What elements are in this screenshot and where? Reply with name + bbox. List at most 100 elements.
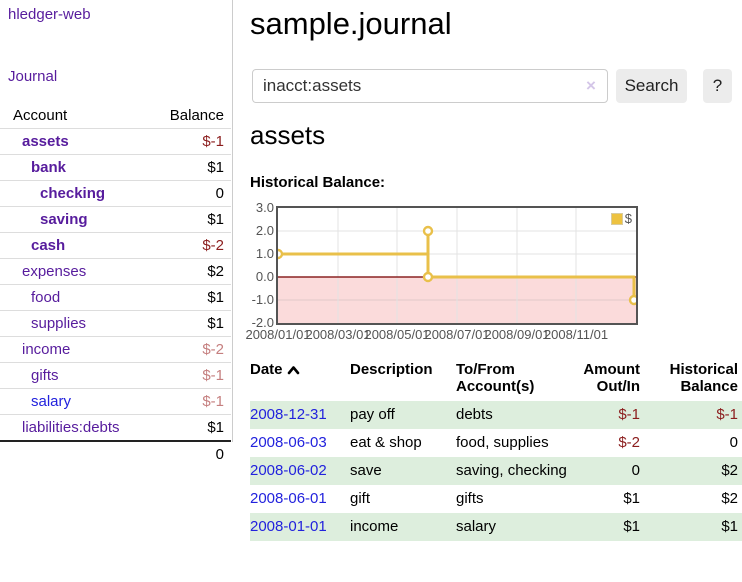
legend-label: $ bbox=[624, 211, 632, 226]
account-total-row: 0 bbox=[0, 440, 231, 467]
account-link-bank[interactable]: bank bbox=[31, 159, 67, 176]
account-column-header: Account bbox=[0, 103, 153, 129]
historical-balance-chart: 3.0 2.0 1.0 0.0 -1.0 -2.0 bbox=[245, 200, 742, 343]
transaction-row: 2008-06-03 eat & shop food, supplies $-2… bbox=[250, 429, 742, 457]
clear-search-icon[interactable]: × bbox=[586, 76, 596, 95]
search-button[interactable]: Search bbox=[616, 69, 687, 103]
transaction-balance: $2 bbox=[721, 462, 738, 479]
sidebar: hledger-web Journal Account Balance asse… bbox=[0, 0, 233, 467]
balance-series-line bbox=[278, 229, 636, 300]
transaction-date-link[interactable]: 2008-01-01 bbox=[250, 518, 327, 535]
account-link-cash[interactable]: cash bbox=[31, 237, 66, 254]
page-title: sample.journal bbox=[250, 6, 452, 41]
account-balance: $2 bbox=[152, 258, 231, 285]
transaction-description: pay off bbox=[350, 406, 395, 423]
transaction-amount: $1 bbox=[623, 518, 640, 535]
account-balance: $-1 bbox=[152, 128, 231, 155]
transaction-row: 2008-06-02 save saving, checking 0 $2 bbox=[250, 457, 742, 485]
transaction-balance: $2 bbox=[721, 490, 738, 507]
y-tick-label: 0.0 bbox=[255, 269, 274, 284]
transaction-amount: 0 bbox=[631, 462, 640, 479]
amount-column-header: Amount Out/In bbox=[583, 361, 640, 395]
transaction-date-link[interactable]: 2008-12-31 bbox=[250, 406, 327, 423]
y-tick-label: -1.0 bbox=[251, 292, 274, 307]
account-link-assets[interactable]: assets bbox=[22, 133, 69, 150]
chevron-up-icon bbox=[287, 362, 300, 379]
account-balance: $1 bbox=[152, 310, 231, 337]
account-row: checking 0 bbox=[0, 180, 231, 207]
account-balance: $-1 bbox=[152, 362, 231, 389]
transaction-accounts: gifts bbox=[456, 490, 484, 507]
transaction-amount: $-2 bbox=[618, 434, 640, 451]
date-column-header[interactable]: Date bbox=[250, 356, 350, 401]
account-balance: $1 bbox=[152, 414, 231, 442]
transaction-accounts: saving, checking bbox=[456, 462, 567, 479]
account-row: cash $-2 bbox=[0, 232, 231, 259]
account-balance: 0 bbox=[152, 180, 231, 207]
x-tick-label: 2008/11/01 bbox=[543, 327, 609, 342]
balance-column-header: Balance bbox=[152, 103, 231, 129]
transaction-description: eat & shop bbox=[350, 434, 422, 451]
main-content: sample.journal × Search ? assets Histori… bbox=[245, 0, 742, 582]
chart-plot-area: $ bbox=[272, 206, 640, 325]
y-tick-label: 2.0 bbox=[255, 223, 274, 238]
account-row: food $1 bbox=[0, 284, 231, 311]
account-table-header: Account Balance bbox=[0, 103, 231, 129]
account-link-liabilities-debts[interactable]: liabilities:debts bbox=[22, 419, 120, 436]
transaction-row: 2008-06-01 gift gifts $1 $2 bbox=[250, 485, 742, 513]
x-tick-label: 2008/07/01 bbox=[424, 327, 490, 342]
legend-swatch-icon bbox=[610, 212, 623, 225]
transaction-amount: $1 bbox=[623, 490, 640, 507]
account-link-saving[interactable]: saving bbox=[40, 211, 88, 228]
account-balance: $1 bbox=[152, 154, 231, 181]
account-link-income[interactable]: income bbox=[22, 341, 71, 358]
account-balance: $1 bbox=[152, 284, 231, 311]
transaction-description: save bbox=[350, 462, 382, 479]
transaction-accounts: food, supplies bbox=[456, 434, 549, 451]
transaction-amount: $-1 bbox=[618, 406, 640, 423]
chart-legend: $ bbox=[610, 211, 632, 226]
y-tick-label: 3.0 bbox=[255, 200, 274, 215]
transaction-balance: 0 bbox=[729, 434, 738, 451]
x-tick-label: 2008/09/01 bbox=[484, 327, 550, 342]
balance-column-header: Historical Balance bbox=[669, 361, 738, 395]
transaction-balance: $1 bbox=[721, 518, 738, 535]
transaction-accounts: salary bbox=[456, 518, 497, 535]
search-input[interactable] bbox=[252, 69, 608, 103]
chart-title: Historical Balance: bbox=[250, 174, 386, 191]
transaction-accounts: debts bbox=[456, 406, 493, 423]
account-row: salary $-1 bbox=[0, 388, 231, 415]
account-row: liabilities:debts $1 bbox=[0, 414, 231, 442]
account-balance: $1 bbox=[152, 206, 231, 233]
x-tick-label: 2008/05/01 bbox=[364, 327, 430, 342]
help-button[interactable]: ? bbox=[703, 69, 732, 103]
account-row: income $-2 bbox=[0, 336, 231, 363]
transaction-row: 2008-12-31 pay off debts $-1 $-1 bbox=[250, 401, 742, 429]
gridlines bbox=[278, 208, 636, 323]
account-link-supplies[interactable]: supplies bbox=[31, 315, 87, 332]
transaction-description: gift bbox=[350, 490, 371, 507]
account-link-gifts[interactable]: gifts bbox=[31, 367, 59, 384]
account-link-food[interactable]: food bbox=[31, 289, 61, 306]
transaction-balance: $-1 bbox=[716, 406, 738, 423]
transaction-date-link[interactable]: 2008-06-03 bbox=[250, 434, 327, 451]
account-link-checking[interactable]: checking bbox=[40, 185, 106, 202]
app-title-link[interactable]: hledger-web bbox=[8, 6, 91, 23]
x-axis-labels: 2008/01/01 2008/03/01 2008/05/01 2008/07… bbox=[245, 327, 676, 343]
sidebar-item-journal[interactable]: Journal bbox=[8, 68, 58, 85]
search-form: × Search ? bbox=[250, 69, 742, 103]
transaction-row: 2008-01-01 income salary $1 $1 bbox=[250, 513, 742, 541]
account-column-header: To/From Account(s) bbox=[456, 361, 535, 395]
account-balance: $-2 bbox=[152, 336, 231, 363]
transaction-date-link[interactable]: 2008-06-02 bbox=[250, 462, 327, 479]
account-balance: $-1 bbox=[152, 388, 231, 415]
y-tick-label: -2.0 bbox=[251, 315, 274, 330]
total-balance: 0 bbox=[152, 440, 231, 467]
account-link-expenses[interactable]: expenses bbox=[22, 263, 87, 280]
account-link-salary[interactable]: salary bbox=[31, 393, 72, 410]
transaction-date-link[interactable]: 2008-06-01 bbox=[250, 490, 327, 507]
transaction-description: income bbox=[350, 518, 399, 535]
register-header-row: Date Description To/From Account(s) Amou… bbox=[250, 356, 742, 401]
x-tick-label: 2008/01/01 bbox=[245, 327, 311, 342]
account-row: assets $-1 bbox=[0, 128, 231, 155]
